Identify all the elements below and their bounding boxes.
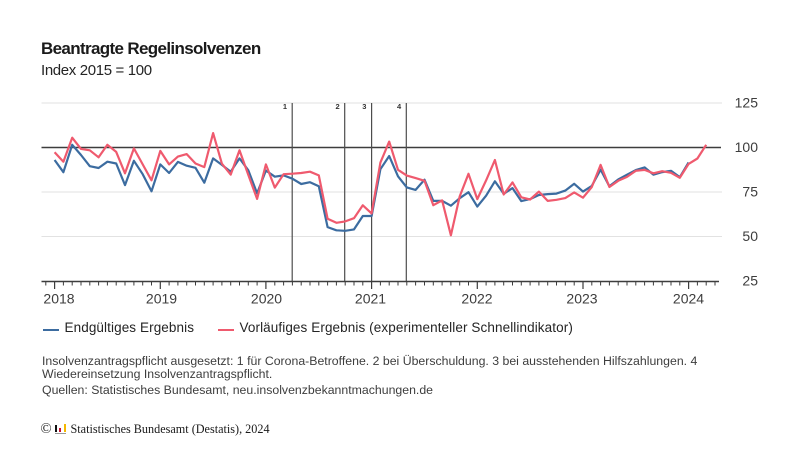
svg-text:1: 1	[283, 102, 287, 111]
svg-text:2: 2	[336, 102, 340, 111]
svg-text:2021: 2021	[355, 291, 386, 307]
svg-text:2018: 2018	[43, 291, 74, 307]
svg-text:4: 4	[397, 102, 402, 111]
svg-text:2023: 2023	[566, 291, 597, 307]
svg-text:2022: 2022	[461, 291, 492, 307]
svg-text:50: 50	[742, 228, 758, 244]
svg-text:25: 25	[742, 273, 758, 289]
svg-text:100: 100	[735, 139, 759, 155]
svg-text:2020: 2020	[251, 291, 282, 307]
svg-text:3: 3	[362, 102, 366, 111]
svg-text:75: 75	[742, 184, 758, 200]
svg-text:2024: 2024	[673, 291, 704, 307]
svg-text:2019: 2019	[146, 291, 177, 307]
svg-text:125: 125	[735, 95, 759, 111]
